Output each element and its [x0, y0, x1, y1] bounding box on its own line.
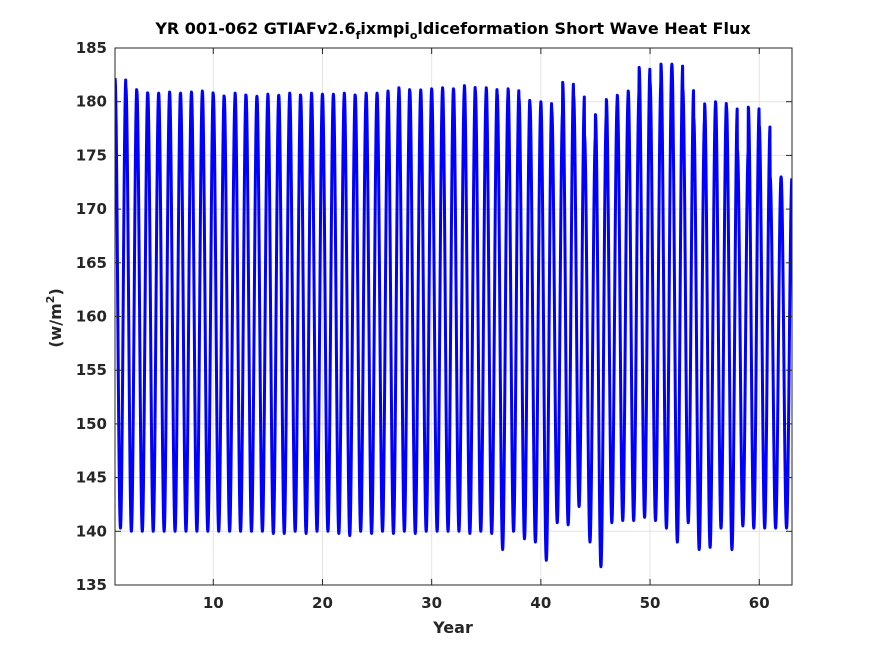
- x-tick-label: 60: [749, 594, 770, 612]
- chart-title: YR 001-062 GTIAFv2.6fixmpioldiceformatio…: [154, 19, 751, 42]
- title-part: ldiceformation Short Wave Heat Flux: [417, 19, 751, 38]
- y-tick-label: 175: [76, 146, 107, 164]
- y-tick-label: 135: [76, 576, 107, 594]
- x-tick-label: 10: [203, 594, 224, 612]
- y-tick-label: 150: [76, 415, 107, 433]
- series-line: [115, 62, 792, 569]
- x-tick-label: 30: [421, 594, 442, 612]
- y-label-base: (w/m: [46, 303, 65, 348]
- x-tick-label: 20: [312, 594, 333, 612]
- title-part: ixmpi: [360, 19, 409, 38]
- y-tick-label: 145: [76, 469, 107, 487]
- title-part: o: [410, 29, 418, 42]
- y-label-close: ): [46, 288, 65, 295]
- title-part: YR 001-062 GTIAFv2.6: [154, 19, 355, 38]
- y-tick-label: 185: [76, 39, 107, 57]
- data-series: [115, 62, 792, 569]
- title-part: f: [356, 29, 361, 42]
- y-tick-label: 180: [76, 93, 107, 111]
- x-axis-label: Year: [432, 618, 473, 637]
- y-tick-label: 140: [76, 522, 107, 540]
- x-tick-label: 50: [640, 594, 661, 612]
- y-label-sup: 2: [44, 296, 57, 304]
- y-axis-ticks: 135 140 145 150 155 160 165 170 175 180 185: [76, 39, 792, 594]
- y-tick-label: 165: [76, 254, 107, 272]
- y-tick-label: 155: [76, 361, 107, 379]
- y-tick-label: 160: [76, 308, 107, 326]
- x-tick-label: 40: [530, 594, 551, 612]
- y-tick-label: 170: [76, 200, 107, 218]
- y-axis-label: (w/m2): [44, 288, 65, 348]
- x-axis-ticks: 10 20 30 40 50 60: [203, 48, 770, 612]
